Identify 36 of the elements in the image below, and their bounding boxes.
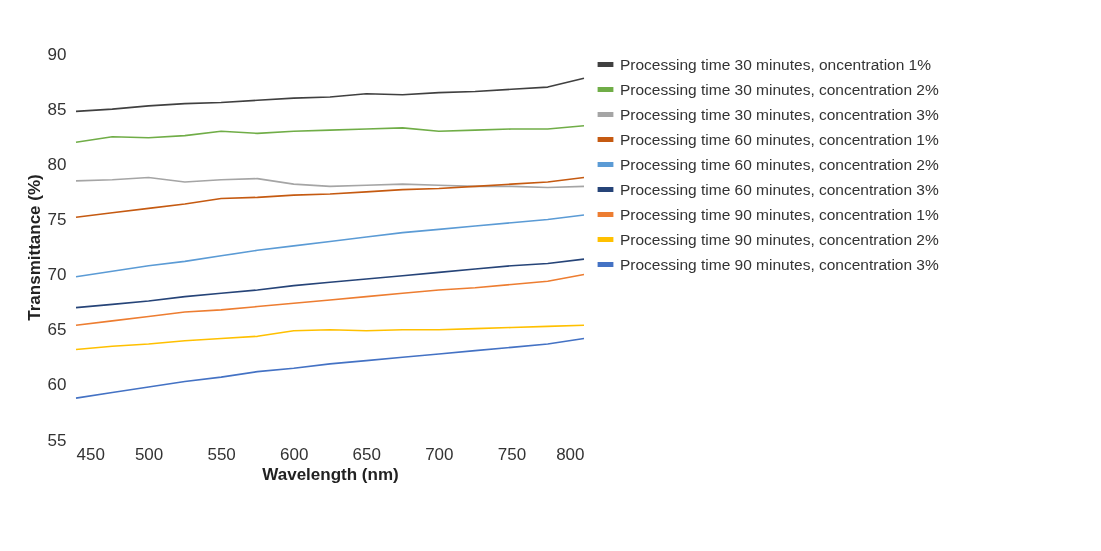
y-axis-title: Transmittance (%) (24, 174, 44, 321)
legend-label: Processing time 90 minutes, concentration 2% (620, 230, 939, 248)
line-series (75, 273, 585, 327)
legend-label: Processing time 30 minutes, oncentration 1% (620, 55, 932, 73)
line-series (75, 324, 585, 351)
y-tick-label: 75 (47, 209, 67, 229)
x-tick-label: 650 (352, 444, 381, 464)
legend-label: Processing time 30 minutes, concentration 2% (620, 80, 939, 98)
x-tick-label: 500 (134, 444, 164, 464)
line-series (75, 176, 585, 219)
legend-label: Processing time 90 minutes, concentration 1% (620, 205, 939, 223)
line-series (75, 258, 585, 309)
x-tick-label: 550 (207, 444, 236, 464)
y-tick-label: 85 (47, 99, 67, 119)
x-tick-label: 800 (556, 444, 585, 464)
y-tick-label: 60 (47, 375, 67, 395)
legend-label: Processing time 60 minutes, concentration 2% (620, 155, 939, 173)
legend-label: Processing time 30 minutes, concentration 3% (620, 105, 939, 123)
line-series (75, 176, 585, 189)
legend-label: Processing time 60 minutes, concentration 1% (620, 130, 939, 148)
line-series (75, 124, 585, 144)
x-tick-label: 750 (497, 444, 527, 464)
x-tick-label: 700 (425, 444, 454, 464)
y-tick-label: 55 (47, 430, 67, 450)
y-tick-label: 80 (47, 154, 67, 174)
y-tick-label: 65 (47, 320, 67, 340)
x-axis-title: Wavelength (nm) (262, 464, 399, 484)
line-series (75, 214, 585, 278)
y-tick-label: 90 (47, 44, 67, 64)
x-tick-label: 600 (280, 444, 309, 464)
line-series (75, 77, 585, 113)
line-series (75, 337, 585, 399)
legend-label: Processing time 60 minutes, concentration 3% (620, 180, 939, 198)
x-tick-label: 450 (76, 444, 105, 464)
y-tick-label: 70 (47, 265, 67, 285)
legend-label: Processing time 90 minutes, concentration 3% (620, 255, 939, 273)
